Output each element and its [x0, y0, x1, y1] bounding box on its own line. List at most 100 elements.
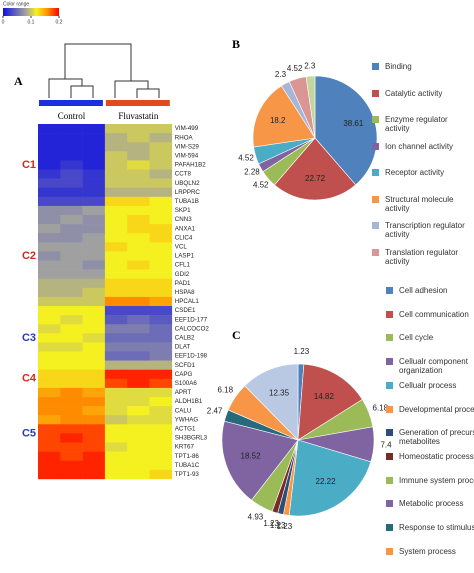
heatmap-cell — [82, 442, 106, 452]
data-label: 1.23 — [263, 519, 279, 528]
pie-slice — [288, 439, 372, 517]
legend-swatch — [372, 222, 379, 229]
group-label: Fluvastatin — [118, 111, 158, 121]
heatmap-cell — [38, 251, 61, 261]
heatmap-cell — [149, 269, 173, 279]
heatmap-cell — [149, 469, 173, 480]
data-label: 2.28 — [244, 168, 260, 177]
heatmap-cell — [60, 424, 83, 434]
legend-label: Receptor activity — [385, 168, 445, 177]
data-label: 38.61 — [343, 119, 364, 128]
heatmap-cell — [38, 460, 61, 471]
heatmap-cell — [127, 269, 150, 279]
heatmap-cell — [82, 306, 106, 316]
heatmap-cell — [60, 224, 83, 234]
heatmap-cell — [82, 424, 106, 434]
heatmap-cell — [149, 333, 173, 343]
heatmap-cell — [127, 406, 150, 416]
legend-swatch — [386, 287, 393, 294]
row-label: TPT1-86 — [175, 453, 200, 460]
heatmap-cell — [38, 242, 61, 252]
legend-label: Translation regulator activity — [385, 247, 459, 266]
heatmap-cell — [38, 387, 61, 398]
row-label: CALB2 — [175, 334, 195, 341]
legend-item: Binding — [372, 62, 412, 71]
heatmap-cell — [38, 269, 61, 279]
data-label: 18.2 — [270, 116, 286, 125]
heatmap-cell — [82, 351, 106, 361]
row-label: SKP1 — [175, 207, 191, 214]
heatmap-cell — [104, 124, 128, 134]
heatmap-cell — [38, 333, 61, 343]
legend-swatch — [386, 524, 393, 531]
heatmap-cell — [60, 260, 83, 270]
row-label: CLIC4 — [175, 234, 193, 241]
heatmap-cell — [149, 233, 173, 243]
heatmap-cell — [104, 451, 128, 461]
heatmap-cell — [127, 287, 150, 298]
heatmap-cell — [82, 251, 106, 261]
heatmap-cell — [60, 278, 83, 289]
heatmap-cell — [82, 205, 106, 216]
heatmap-cell — [127, 260, 150, 270]
legend-swatch — [372, 248, 379, 256]
row-label: EEF1D-198 — [175, 353, 208, 360]
legend-label: Cell cycle — [399, 333, 434, 343]
heatmap-cell — [149, 215, 173, 225]
legend-item: Ion channel activity — [372, 142, 453, 151]
data-label: 1.23 — [294, 347, 310, 356]
data-label: 2.3 — [304, 61, 316, 70]
color-tick-label: 0.2 — [56, 19, 63, 25]
legend-label: Cell adhesion — [399, 286, 448, 295]
heatmap-cell — [127, 251, 150, 261]
heatmap-cell — [127, 424, 150, 434]
heatmap-cell — [60, 196, 83, 207]
heatmap-cell — [60, 251, 83, 261]
row-label: PAFAH1B2 — [175, 162, 206, 169]
panel-label: B — [232, 37, 240, 51]
heatmap-cell — [149, 306, 173, 316]
heatmap-cell — [104, 187, 128, 198]
heatmap-cell — [60, 406, 83, 416]
legend-item: Receptor activity — [372, 168, 444, 177]
heatmap-cell — [38, 433, 61, 443]
heatmap-cell — [149, 260, 173, 270]
cluster-label: C5 — [22, 427, 36, 439]
heatmap-cell — [60, 351, 83, 361]
heatmap-cell — [104, 351, 128, 361]
data-label: 12.35 — [269, 389, 290, 398]
heatmap-cell — [82, 387, 106, 398]
heatmap-cell — [149, 296, 173, 307]
heatmap-cell — [60, 142, 83, 152]
heatmap-cell — [104, 397, 128, 407]
data-label: 4.52 — [287, 64, 303, 73]
heatmap-cell — [104, 406, 128, 416]
legend-item: Cellualr process — [386, 381, 456, 390]
dendrogram — [48, 43, 160, 98]
legend-label: Transcription regulator activity — [385, 221, 465, 239]
heatmap-cell — [104, 278, 128, 289]
heatmap-cell — [127, 333, 150, 343]
legend-swatch — [386, 547, 393, 555]
data-label: 14.82 — [314, 392, 335, 401]
heatmap-cell — [60, 360, 83, 370]
group-bar — [39, 100, 103, 106]
data-label: 22.22 — [316, 477, 337, 486]
heatmap-cell — [104, 315, 128, 325]
pie-slice — [252, 85, 316, 148]
heatmap-cell — [38, 160, 61, 170]
heatmap-cell — [82, 142, 106, 152]
row-label: S100A6 — [175, 380, 198, 387]
heatmap-cell — [60, 306, 83, 316]
heatmap-cell — [127, 169, 150, 179]
data-label: 4.52 — [253, 180, 269, 189]
heatmap-cell — [127, 205, 150, 216]
heatmap-cell — [104, 133, 128, 143]
row-label: CNN3 — [175, 216, 192, 223]
data-label: 2.47 — [207, 407, 223, 416]
heatmap-cell — [127, 215, 150, 225]
legend-item: Metabolic process — [386, 499, 463, 508]
legend-label: Metabolic process — [399, 499, 464, 509]
heatmap-cell — [149, 406, 173, 416]
heatmap-cell — [104, 442, 128, 452]
